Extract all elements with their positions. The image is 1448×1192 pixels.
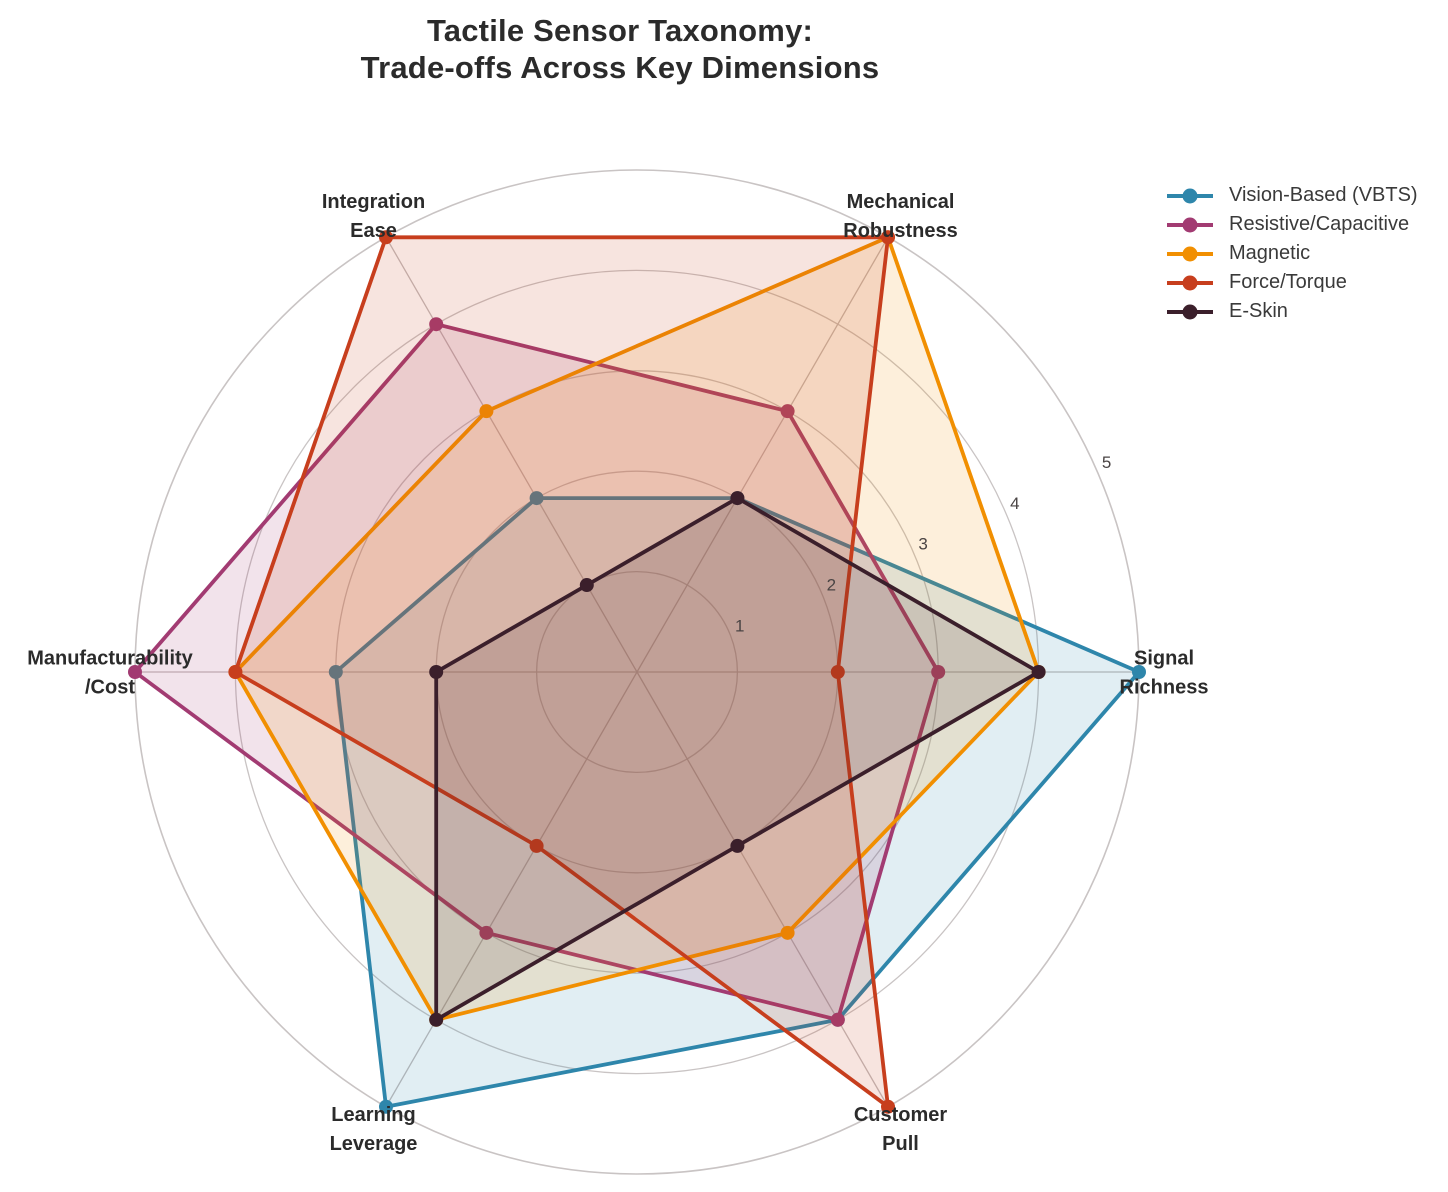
axis-label-signal-richness: Signal Richness <box>1120 648 1209 699</box>
series-marker <box>830 665 845 679</box>
series-e-skin <box>429 491 1046 1027</box>
axis-label-learning-leverage: Learning Leverage <box>330 1104 418 1155</box>
radial-tick-label: 5 <box>1102 453 1111 472</box>
legend-item-e-skin: E-Skin <box>1166 297 1418 326</box>
axis-label-mechanical-robustness: Mechanical Robustness <box>843 191 957 242</box>
series-fill <box>335 498 1139 1107</box>
legend-swatch-icon <box>1167 304 1213 319</box>
series-fill <box>235 237 888 1107</box>
chart-title-line1: Tactile Sensor Taxonomy: <box>426 13 814 48</box>
radial-tick-label: 2 <box>827 575 836 594</box>
axis-label-customer-pull: Customer Pull <box>854 1104 948 1155</box>
radial-tick-labels: 1 2 3 4 5 <box>735 453 1111 635</box>
series-marker <box>1031 665 1046 679</box>
series-marker <box>429 1012 444 1027</box>
series-marker <box>429 665 444 679</box>
series-marker <box>228 665 243 679</box>
grid-spoke <box>385 236 638 673</box>
series-marker <box>328 665 343 679</box>
legend-swatch-icon <box>1167 188 1213 203</box>
radial-tick-label: 4 <box>1010 494 1019 513</box>
grid-spoke <box>636 671 889 1108</box>
legend-label: Vision-Based (VBTS) <box>1229 184 1418 206</box>
series-marker <box>429 317 444 332</box>
legend-item-magnetic: Magnetic <box>1166 239 1418 268</box>
legend-label: Force/Torque <box>1229 271 1347 293</box>
axis-label-integration-ease: Integration Ease <box>322 191 425 242</box>
series-marker <box>730 491 745 506</box>
series-marker <box>1132 665 1146 679</box>
legend: Vision-Based (VBTS) Resistive/Capacitive M… <box>1166 181 1418 326</box>
chart-title: Tactile Sensor Taxonomy: Trade-offs Acro… <box>0 12 1240 86</box>
series-marker <box>128 665 142 679</box>
series-marker <box>780 404 795 419</box>
series-marker <box>529 491 544 506</box>
series-marker <box>881 1099 895 1114</box>
series-marker <box>830 1012 845 1027</box>
series-marker <box>479 925 494 940</box>
series-marker <box>931 665 946 679</box>
series-marker <box>881 230 895 245</box>
radial-tick-label: 1 <box>735 616 744 635</box>
radial-tick-label: 3 <box>918 535 927 554</box>
series-marker <box>780 925 795 940</box>
chart-title-line2: Trade-offs Across Key Dimensions <box>360 50 880 85</box>
series-marker <box>479 404 494 419</box>
series-marker <box>379 1099 393 1114</box>
series-marker <box>379 230 393 245</box>
legend-swatch-icon <box>1167 246 1213 261</box>
series-fill <box>436 498 1039 1020</box>
legend-item-vision-based-vbts: Vision-Based (VBTS) <box>1166 181 1418 210</box>
series-force-torque <box>228 230 895 1114</box>
legend-swatch-icon <box>1167 275 1213 290</box>
series-marker <box>529 838 544 853</box>
legend-swatch-icon <box>1167 217 1213 232</box>
series-marker <box>579 578 594 593</box>
legend-item-force-torque: Force/Torque <box>1166 268 1418 297</box>
legend-label: Magnetic <box>1229 242 1311 264</box>
grid-spoke <box>636 236 889 673</box>
axis-label-manufacturability-cost: Manufacturability/Cost <box>27 648 193 699</box>
grid-spoke <box>385 671 638 1108</box>
legend-label: Resistive/Capacitive <box>1229 213 1410 235</box>
series-marker <box>730 838 745 853</box>
legend-label: E-Skin <box>1229 300 1288 322</box>
legend-item-resistive-capacitive: Resistive/Capacitive <box>1166 210 1418 239</box>
